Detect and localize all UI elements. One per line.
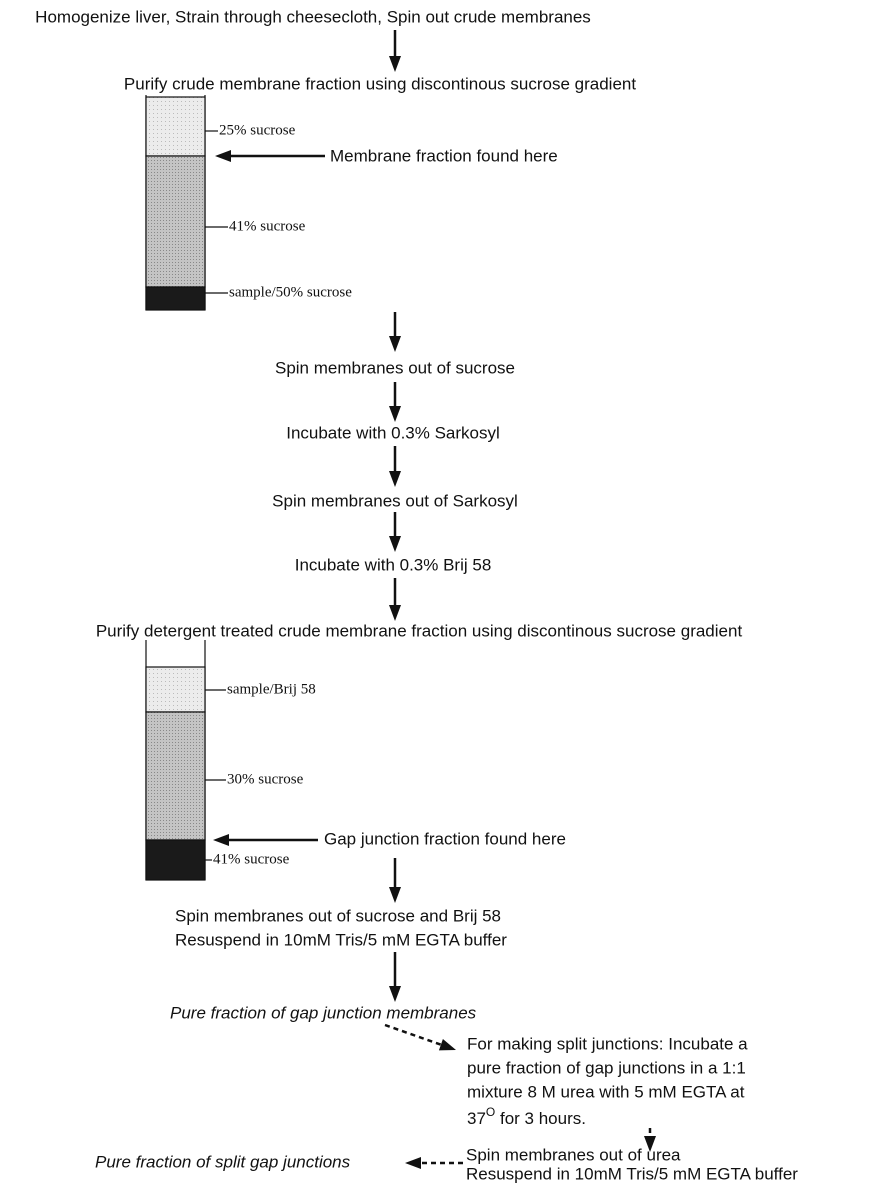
arrow: [389, 382, 401, 422]
pointer-label: Membrane fraction found here: [330, 146, 558, 165]
arrow: [389, 578, 401, 621]
step: Spin membranes out of sucrose: [275, 358, 515, 377]
split-text: 37O for 3 hours.: [467, 1105, 586, 1128]
step: Purify detergent treated crude membrane …: [96, 621, 743, 640]
layer-label: 41% sucrose: [229, 218, 306, 234]
arrow: [215, 150, 325, 162]
layer-label: sample/50% sucrose: [229, 284, 352, 300]
layer-label: 30% sucrose: [227, 771, 304, 787]
step: Spin membranes out of Sarkosyl: [272, 491, 518, 510]
pointer-label: Gap junction fraction found here: [324, 829, 566, 848]
arrow: [389, 446, 401, 487]
time: for 3 hours.: [495, 1109, 586, 1128]
layer-label: sample/Brij 58: [227, 681, 316, 697]
degree: O: [486, 1105, 495, 1119]
arrow: [389, 952, 401, 1002]
step: Purify crude membrane fraction using dis…: [124, 74, 636, 93]
split-text: mixture 8 M urea with 5 mM EGTA at: [467, 1082, 745, 1101]
arrow: [389, 30, 401, 72]
arrow: [389, 512, 401, 552]
layer-label: 25% sucrose: [219, 122, 296, 138]
protocol-diagram: Homogenize liver, Strain through cheesec…: [0, 0, 879, 1183]
step: Homogenize liver, Strain through cheesec…: [35, 7, 591, 26]
tube-1: [146, 95, 228, 310]
arrow: [385, 1025, 456, 1050]
result: Pure fraction of gap junction membranes: [170, 1003, 477, 1022]
arrow: [389, 312, 401, 352]
arrow: [213, 834, 318, 846]
arrow: [405, 1157, 463, 1169]
tube-2: [146, 640, 226, 880]
arrow: [389, 858, 401, 903]
layer-label: 41% sucrose: [213, 851, 290, 867]
step: Spin membranes out of sucrose and Brij 5…: [175, 906, 501, 925]
temp: 37: [467, 1109, 486, 1128]
split-text: For making split junctions: Incubate a: [467, 1034, 748, 1053]
split-text: pure fraction of gap junctions in a 1:1: [467, 1058, 746, 1077]
step: Resuspend in 10mM Tris/5 mM EGTA buffer: [466, 1164, 798, 1183]
step: Resuspend in 10mM Tris/5 mM EGTA buffer: [175, 930, 507, 949]
step: Incubate with 0.3% Brij 58: [295, 555, 492, 574]
result: Pure fraction of split gap junctions: [95, 1152, 351, 1171]
step: Incubate with 0.3% Sarkosyl: [286, 423, 500, 442]
